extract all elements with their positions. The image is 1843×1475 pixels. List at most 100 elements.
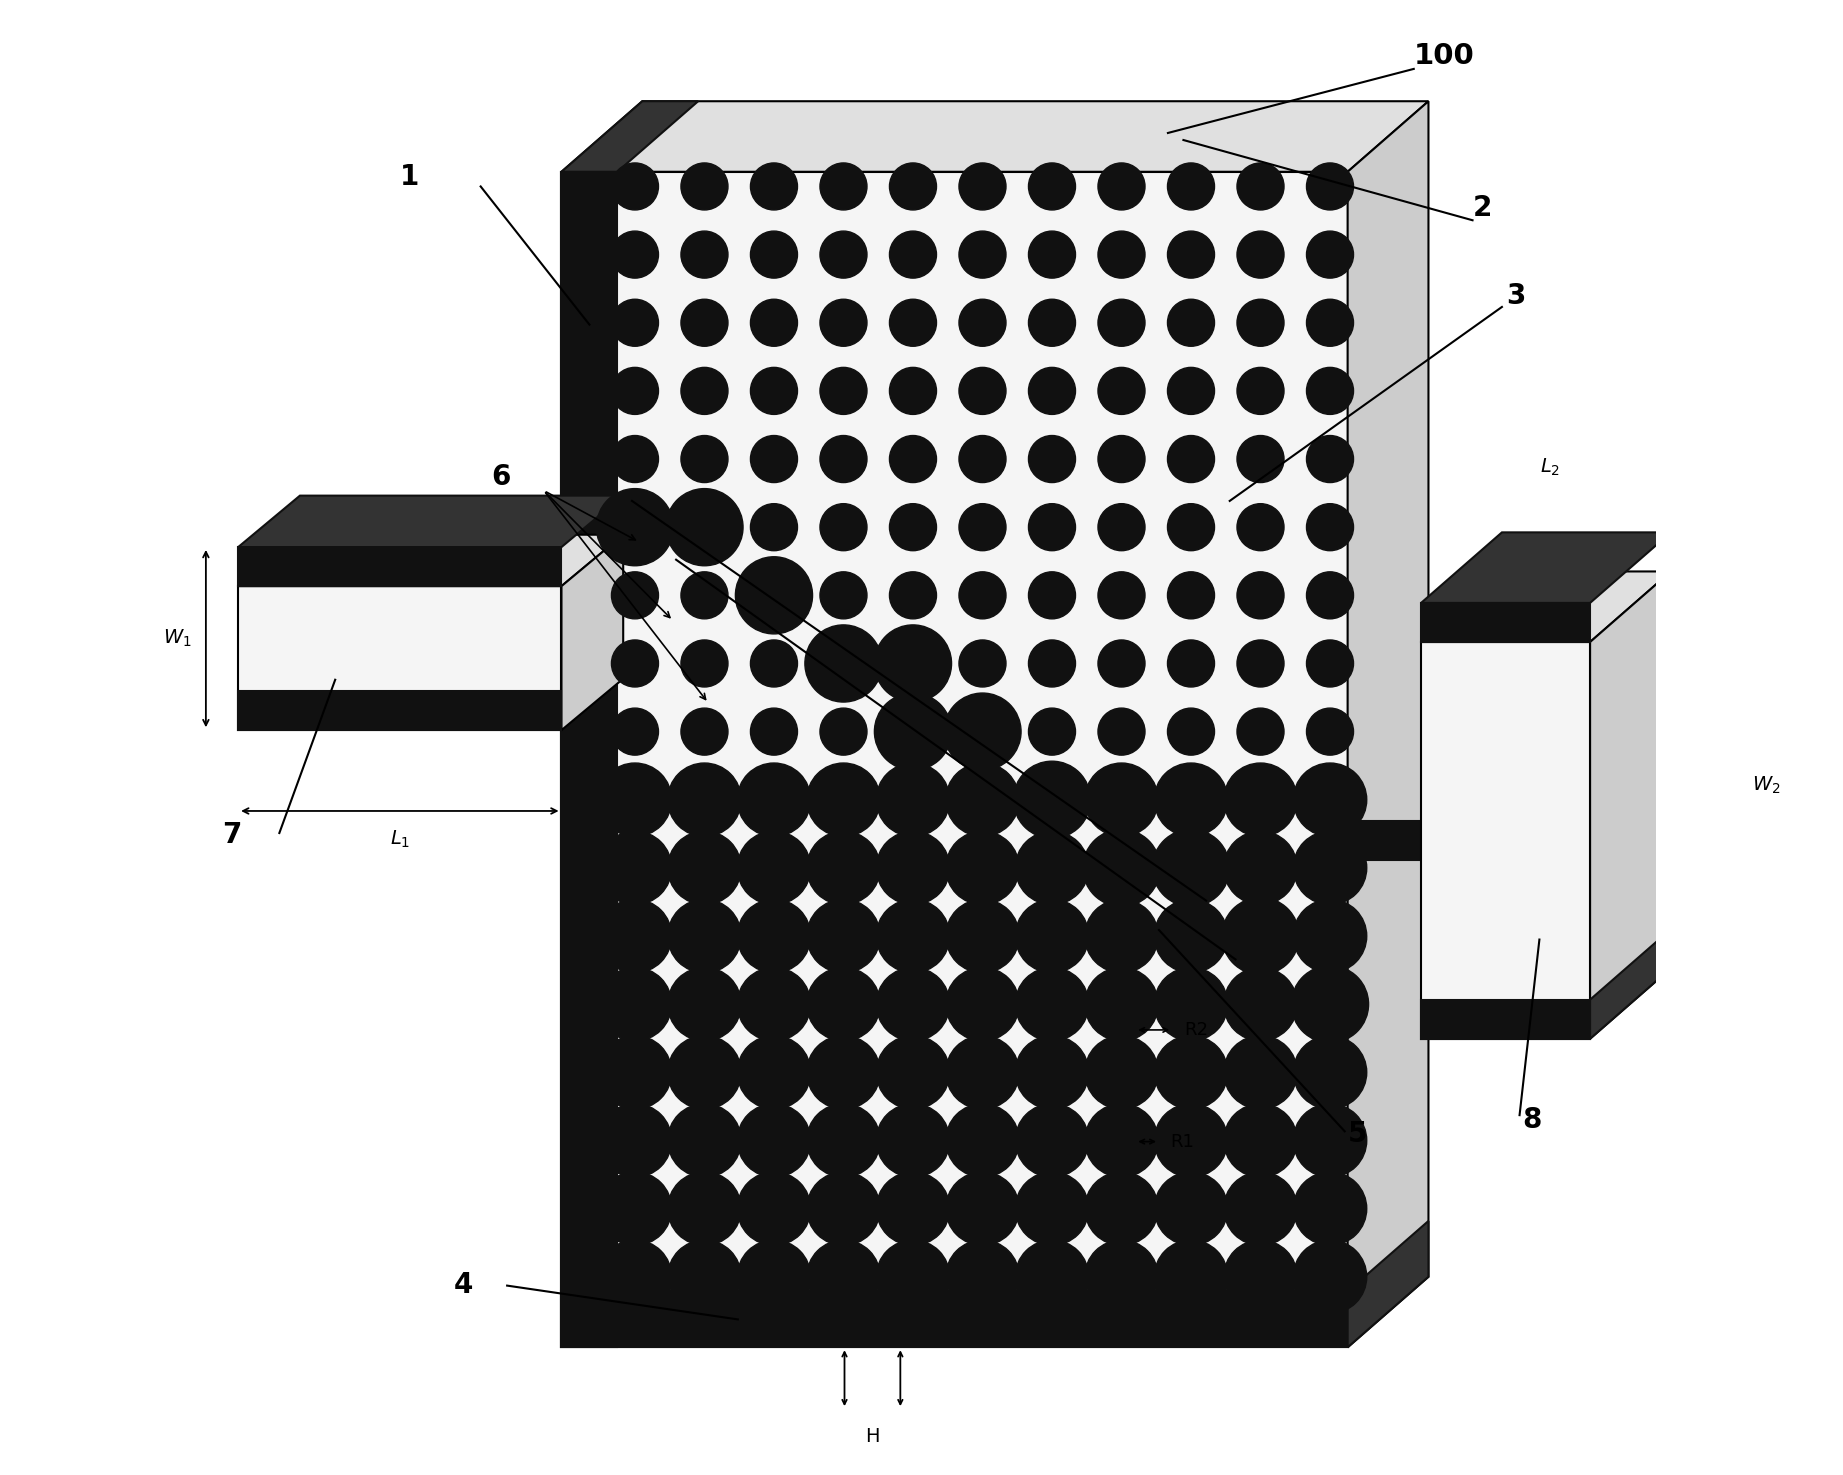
Circle shape [1237, 708, 1285, 755]
Circle shape [875, 968, 949, 1041]
Circle shape [1167, 503, 1215, 550]
Text: 4: 4 [453, 1271, 474, 1299]
Circle shape [612, 435, 658, 482]
Circle shape [958, 503, 1006, 550]
Circle shape [599, 1035, 671, 1109]
Circle shape [1098, 708, 1145, 755]
Circle shape [1237, 299, 1285, 347]
Circle shape [1084, 829, 1159, 907]
Circle shape [890, 367, 936, 414]
Circle shape [1294, 900, 1368, 974]
Circle shape [1224, 1173, 1297, 1245]
Circle shape [599, 1240, 671, 1314]
Polygon shape [238, 496, 623, 547]
Circle shape [1224, 832, 1297, 904]
Circle shape [680, 232, 728, 279]
Circle shape [680, 299, 728, 347]
Circle shape [680, 367, 728, 414]
Circle shape [820, 503, 866, 550]
Circle shape [1307, 367, 1353, 414]
Circle shape [1152, 829, 1229, 907]
Circle shape [1098, 572, 1145, 620]
Circle shape [874, 625, 951, 702]
Circle shape [750, 232, 798, 279]
Circle shape [1224, 968, 1297, 1041]
Circle shape [958, 572, 1006, 620]
Circle shape [945, 832, 1019, 904]
Circle shape [680, 162, 728, 209]
Circle shape [1098, 299, 1145, 347]
Circle shape [958, 162, 1006, 209]
Text: 100: 100 [1414, 43, 1474, 71]
Polygon shape [562, 1292, 1347, 1347]
Circle shape [680, 435, 728, 482]
Circle shape [667, 1103, 741, 1177]
Circle shape [599, 832, 671, 904]
Circle shape [1307, 503, 1353, 550]
Text: R2: R2 [1183, 1021, 1207, 1038]
Circle shape [1098, 232, 1145, 279]
Circle shape [945, 1103, 1019, 1177]
Text: 5: 5 [1347, 1120, 1368, 1148]
Circle shape [1086, 1103, 1157, 1177]
Polygon shape [1421, 603, 1591, 642]
Text: 1: 1 [400, 164, 418, 190]
Circle shape [1224, 1103, 1297, 1177]
Circle shape [1098, 503, 1145, 550]
Text: 2: 2 [1473, 193, 1493, 221]
Circle shape [750, 708, 798, 755]
Circle shape [1237, 640, 1285, 687]
Circle shape [820, 299, 866, 347]
Circle shape [1307, 572, 1353, 620]
Circle shape [890, 572, 936, 620]
Circle shape [807, 1035, 881, 1109]
Polygon shape [1421, 1000, 1591, 1038]
Circle shape [737, 968, 811, 1041]
Circle shape [1154, 763, 1227, 836]
Circle shape [958, 640, 1006, 687]
Circle shape [665, 488, 743, 566]
Circle shape [1098, 162, 1145, 209]
Circle shape [890, 162, 936, 209]
Circle shape [890, 503, 936, 550]
Circle shape [612, 162, 658, 209]
Circle shape [1154, 1103, 1227, 1177]
Circle shape [737, 1035, 811, 1109]
Circle shape [737, 1240, 811, 1314]
Circle shape [1098, 367, 1145, 414]
Circle shape [820, 435, 866, 482]
Circle shape [1237, 503, 1285, 550]
Circle shape [820, 232, 866, 279]
Circle shape [667, 1240, 741, 1314]
Circle shape [1086, 763, 1157, 836]
Circle shape [890, 232, 936, 279]
Circle shape [1015, 968, 1089, 1041]
Polygon shape [562, 171, 1347, 1347]
Circle shape [1167, 435, 1215, 482]
Polygon shape [562, 535, 623, 730]
Circle shape [807, 1240, 881, 1314]
Circle shape [1224, 1035, 1297, 1109]
Circle shape [599, 763, 671, 836]
Circle shape [958, 367, 1006, 414]
Circle shape [945, 763, 1019, 836]
Circle shape [1294, 1240, 1368, 1314]
Text: 7: 7 [221, 822, 241, 850]
Circle shape [750, 299, 798, 347]
Polygon shape [1421, 571, 1672, 642]
Circle shape [958, 435, 1006, 482]
Circle shape [805, 625, 883, 702]
Circle shape [1294, 1173, 1368, 1245]
Circle shape [667, 1035, 741, 1109]
Circle shape [807, 968, 881, 1041]
Circle shape [1028, 572, 1076, 620]
Circle shape [1028, 162, 1076, 209]
Circle shape [750, 503, 798, 550]
Circle shape [807, 1173, 881, 1245]
Circle shape [612, 572, 658, 620]
Circle shape [1015, 1103, 1089, 1177]
Circle shape [750, 640, 798, 687]
Circle shape [820, 367, 866, 414]
Text: $W_2$: $W_2$ [1751, 774, 1780, 796]
Text: 8: 8 [1522, 1106, 1543, 1134]
